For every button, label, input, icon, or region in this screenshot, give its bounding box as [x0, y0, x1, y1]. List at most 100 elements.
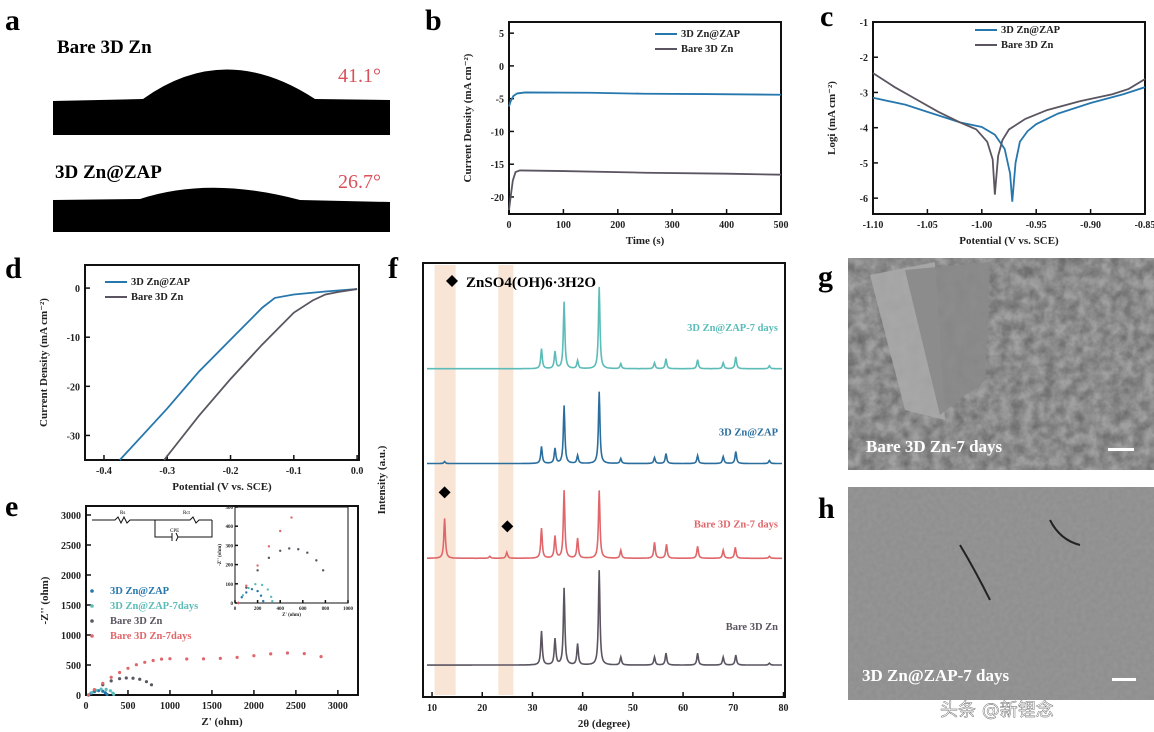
xrd-pattern-2 [427, 490, 782, 560]
marker-legend-label: ZnSO4(OH)6·3H2O [466, 275, 596, 291]
plot-frame [84, 264, 360, 461]
x-tick-label: 600 [299, 607, 307, 612]
sample-label-zap: 3D Zn@ZAP [55, 162, 162, 183]
data-point [124, 676, 128, 680]
data-point [131, 676, 135, 680]
x-tick-label: 500 [774, 220, 789, 231]
data-point [92, 688, 96, 692]
y-tick-label: -6 [860, 194, 868, 205]
x-tick-label: 80 [778, 703, 788, 714]
x-tick-label: 2000 [244, 701, 264, 712]
x-tick-label: 400 [276, 607, 284, 612]
x-tick-label: 400 [719, 220, 734, 231]
inset-chart: 0 200 400 600 800 1000 0 100 200 300 400 500 Z' (ohm… [218, 506, 354, 618]
inset-data-point [315, 559, 318, 562]
inset-data-point [267, 556, 271, 560]
x-tick-label: -0.85 [1135, 220, 1154, 231]
data-point [138, 677, 142, 681]
xrd-pattern-3 [427, 570, 782, 666]
inset-data-point [266, 588, 269, 591]
x-tick-label: 1500 [202, 701, 222, 712]
highlight-band [498, 265, 514, 695]
y-tick-label: -20 [67, 382, 80, 393]
x-tick-label: 3000 [328, 701, 348, 712]
inset-data-point [247, 586, 250, 590]
legend-marker [90, 604, 94, 608]
sem-image-bare-7days: Bare 3D Zn-7 days [848, 258, 1154, 470]
data-point [252, 654, 256, 658]
diamond-marker-icon [501, 520, 514, 533]
chart-panel-f: 10 20 30 40 50 60 70 80 2θ (degree) Intensity (a.… [376, 262, 788, 730]
droplet-image-bare [53, 69, 390, 135]
x-axis-label: Time (s) [626, 235, 665, 247]
data-point [319, 655, 323, 659]
circuit-label: Rct [183, 511, 191, 516]
y-tick-label: -20 [491, 193, 504, 204]
droplet-image-zap [53, 187, 390, 232]
equivalent-circuit-diagram: Rs Rct CPE [92, 511, 213, 542]
inset-data-point [279, 549, 282, 552]
data-point [96, 689, 101, 693]
y-tick-label: -4 [860, 124, 868, 135]
x-tick-label: 0 [234, 607, 237, 612]
legend-entry: 3D Zn@ZAP [110, 586, 170, 597]
inset-data-point [250, 587, 254, 591]
x-tick-label: 50 [628, 703, 638, 714]
y-axis-label: Logi (mA cm⁻²) [826, 81, 838, 155]
inset-data-point [237, 601, 240, 605]
y-tick-label: 100 [226, 583, 234, 588]
inset-data-point [267, 545, 271, 548]
chart-panel-c: -1.10 -1.05 -1.00 -0.95 -0.90 -0.85 -1 -2 -3 -4 -5… [826, 18, 1154, 247]
data-point [112, 692, 116, 697]
data-point [108, 689, 112, 693]
data-point [185, 657, 189, 661]
inset-data-point [240, 596, 243, 599]
legend-entry: 3D Zn@ZAP [131, 277, 191, 288]
y-tick-label: 0 [76, 691, 81, 702]
x-tick-label: -1.10 [863, 220, 884, 231]
x-tick-label: -1.05 [917, 220, 938, 231]
series-line-1 [508, 169, 782, 211]
legend-entry: Bare 3D Zn [110, 616, 162, 627]
x-tick-label: 2500 [286, 701, 306, 712]
xrd-pattern-1 [427, 391, 782, 465]
legend-entry: 3D Zn@ZAP [1001, 25, 1061, 36]
watermark: 头条 @新锂念 [940, 699, 1054, 721]
data-point [99, 687, 103, 691]
x-tick-label: 20 [477, 703, 487, 714]
legend-entry: Bare 3D Zn [681, 44, 733, 55]
inset-data-point [271, 599, 274, 603]
x-tick-label: 40 [578, 703, 588, 714]
series-label: Bare 3D Zn [726, 622, 778, 633]
x-tick-label: 500 [120, 701, 135, 712]
circuit-label: CPE [170, 529, 179, 534]
data-point [218, 656, 222, 661]
diamond-marker-icon [438, 486, 451, 499]
y-tick-label: 2500 [61, 541, 81, 552]
inset-data-point [256, 589, 259, 593]
inset-data-point [297, 548, 300, 551]
plot-frame [85, 505, 359, 696]
panel-label-h: h [818, 492, 835, 525]
x-tick-label: 200 [610, 220, 625, 231]
x-tick-label: -0.90 [1080, 220, 1101, 231]
data-point [105, 692, 109, 697]
data-point [126, 666, 130, 670]
inset-data-point [279, 529, 282, 533]
inset-data-point [256, 564, 259, 567]
x-tick-label: 1000 [343, 607, 354, 612]
x-tick-label: -0.95 [1026, 220, 1047, 231]
series-label: 3D Zn@ZAP [719, 428, 779, 439]
x-tick-label: 0 [507, 220, 512, 231]
plot-frame [422, 262, 786, 698]
panel-label-d: d [5, 252, 22, 285]
chart-panel-e: 0 500 1000 1500 2000 2500 30000500100015002000… [39, 505, 359, 728]
data-point [143, 660, 147, 664]
panel-label-b: b [425, 4, 442, 37]
data-point [201, 657, 206, 661]
legend-marker [90, 634, 94, 638]
chart-panel-b: 0 100 200 300 400 500 5 0 -5 -10 -15 -20 Time (s) Cur… [462, 21, 789, 247]
y-tick-label: 0 [499, 62, 504, 73]
x-tick-label: -0.4 [96, 466, 112, 477]
